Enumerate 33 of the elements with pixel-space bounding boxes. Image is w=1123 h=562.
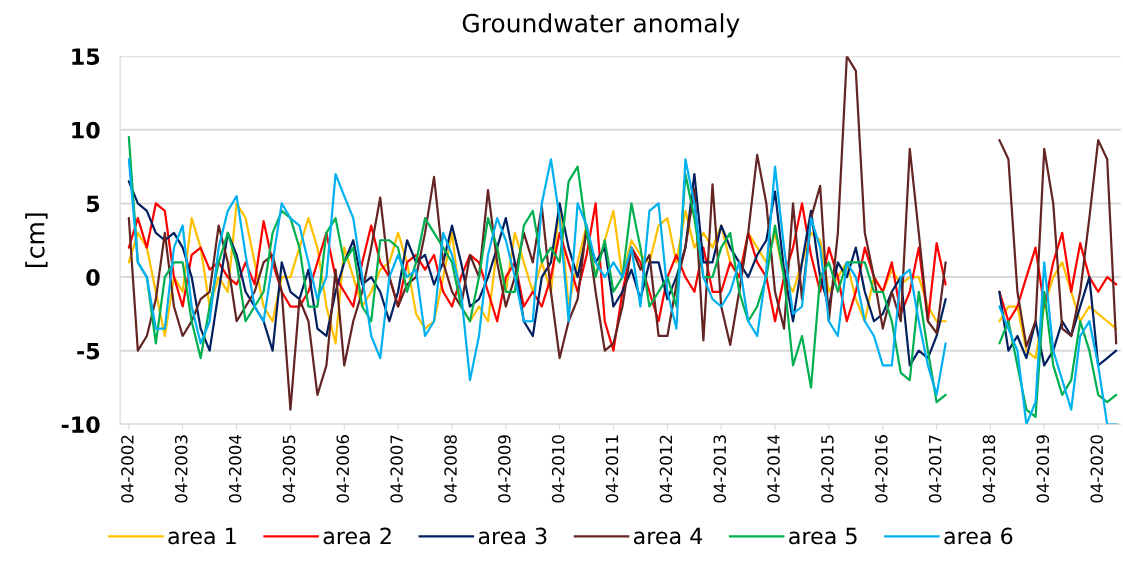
legend-label: area 2: [323, 527, 391, 545]
x-tick-label: 04-2014: [767, 434, 780, 503]
x-tick-label: 04-2015: [821, 435, 834, 503]
x-tick-label: 04-2009: [498, 435, 511, 503]
x-tick-label: 04-2003: [174, 435, 188, 503]
x-tick-label: 04-2007: [390, 435, 403, 503]
x-tick-label: 04-2017: [928, 435, 942, 503]
y-tick-label: 15: [72, 48, 100, 65]
x-tick-label: 04-2005: [282, 435, 296, 503]
x-tick-label: 04-2012: [659, 435, 673, 503]
y-tick-label: -10: [61, 416, 100, 434]
legend-label: area 3: [478, 527, 547, 545]
x-tick-label: 04-2002: [121, 435, 134, 503]
x-tick-label: 04-2008: [444, 435, 457, 503]
x-tick-label: 04-2018: [982, 435, 996, 503]
y-axis-title: [cm]: [25, 213, 48, 267]
y-tick-label: 10: [72, 121, 100, 139]
x-tick-label: 04-2019: [1036, 435, 1050, 503]
x-tick-label: 04-2016: [875, 435, 888, 503]
x-tick-label: 04-2020: [1090, 435, 1104, 503]
y-tick-label: -5: [77, 342, 100, 360]
y-tick-label: 0: [86, 269, 100, 286]
x-tick-label: 04-2010: [551, 435, 565, 503]
legend-label: area 4: [633, 527, 703, 545]
x-tick-label: 04-2011: [605, 435, 619, 503]
x-tick-label: 04-2006: [336, 435, 350, 503]
y-tick-label: 5: [86, 195, 100, 213]
legend-label: area 5: [789, 527, 857, 545]
chart-title: Groundwater anomaly: [462, 13, 740, 38]
legend-label: area 6: [944, 527, 1013, 545]
x-tick-label: 04-2013: [713, 435, 727, 503]
x-tick-label: 04-2004: [228, 434, 242, 503]
legend-label: area 1: [168, 527, 236, 545]
